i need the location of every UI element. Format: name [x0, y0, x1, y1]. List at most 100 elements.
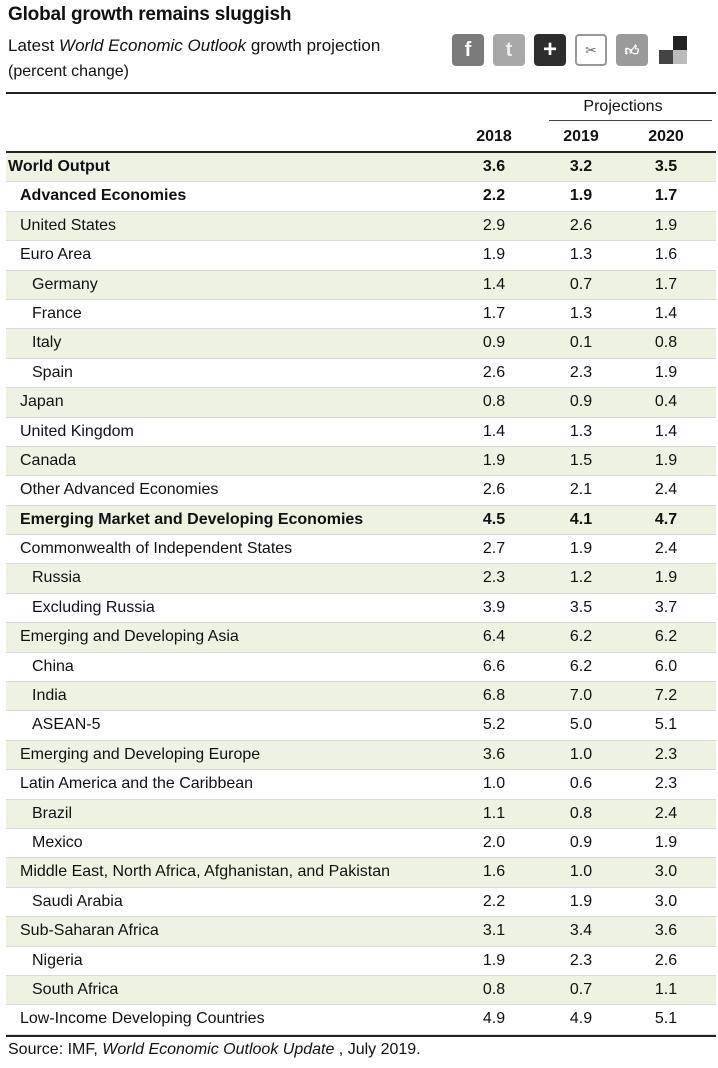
- table-row: Germany 1.4 0.7 1.7: [6, 270, 716, 300]
- row-label: Excluding Russia: [32, 598, 155, 616]
- row-label: Brazil: [32, 804, 73, 822]
- cell-value: 0.9: [569, 833, 593, 851]
- cell-value: 5.0: [569, 716, 593, 734]
- cell-value: 0.8: [482, 393, 506, 411]
- table-row: ASEAN-5 5.2 5.0 5.1: [6, 711, 716, 741]
- cell-value: 1.6: [482, 863, 506, 881]
- cell-value: 1.9: [569, 187, 593, 205]
- table-row: Middle East, North Africa, Afghanistan, …: [6, 858, 716, 888]
- top-rule: [6, 92, 716, 94]
- cell-value: 0.9: [482, 334, 506, 352]
- cell-value: 1.7: [482, 304, 506, 322]
- cell-value: 1.9: [654, 216, 678, 234]
- cell-value: 1.4: [654, 304, 678, 322]
- table-row: Latin America and the Caribbean 1.0 0.6 2.3: [6, 770, 716, 800]
- row-label: Emerging and Developing Asia: [20, 628, 239, 646]
- cell-value: 2.0: [482, 833, 506, 851]
- row-label: Canada: [20, 451, 77, 469]
- cell-value: 0.9: [569, 393, 593, 411]
- cell-value: 3.5: [569, 598, 593, 616]
- units-note: (percent change): [8, 63, 129, 80]
- cell-value: 7.2: [654, 687, 678, 705]
- cell-value: 3.0: [654, 892, 678, 910]
- cell-value: 3.1: [482, 922, 506, 940]
- cell-value: 1.9: [654, 569, 678, 587]
- cell-value: 1.3: [569, 304, 593, 322]
- table-row: India 6.8 7.0 7.2: [6, 682, 716, 712]
- row-label: Advanced Economies: [20, 187, 187, 205]
- table-body: World Output 3.6 3.2 3.5 Advanced Economies 2…: [6, 153, 716, 1035]
- row-label: Middle East, North Africa, Afghanistan, …: [20, 863, 390, 881]
- cell-value: 0.8: [569, 804, 593, 822]
- table-row: South Africa 0.8 0.7 1.1: [6, 975, 716, 1006]
- row-label: Nigeria: [32, 951, 83, 969]
- projections-rule: [549, 120, 712, 121]
- share-toolbar: f t + ✂ 👍︎: [452, 34, 689, 66]
- table-row: United States 2.9 2.6 1.9: [6, 211, 716, 242]
- like-icon[interactable]: 👍︎: [616, 34, 648, 66]
- source-note: Source: IMF, World Economic Outlook Upda…: [8, 1041, 421, 1059]
- cell-value: 3.6: [654, 922, 678, 940]
- cell-value: 0.6: [569, 775, 593, 793]
- delicious-icon[interactable]: [657, 34, 689, 66]
- digg-icon[interactable]: ✂: [575, 34, 607, 66]
- cell-value: 6.6: [482, 657, 506, 675]
- row-label: Emerging and Developing Europe: [20, 745, 261, 763]
- table-row: Advanced Economies 2.2 1.9 1.7: [6, 182, 716, 212]
- cell-value: 1.9: [654, 363, 678, 381]
- plus-icon[interactable]: +: [534, 34, 566, 66]
- cell-value: 6.4: [482, 628, 506, 646]
- row-label: Other Advanced Economies: [20, 481, 219, 499]
- cell-value: 1.7: [654, 275, 678, 293]
- cell-value: 2.1: [569, 481, 593, 499]
- row-label: Commonwealth of Independent States: [20, 540, 293, 558]
- table-row: Emerging and Developing Asia 6.4 6.2 6.2: [6, 623, 716, 653]
- table-row: Excluding Russia 3.9 3.5 3.7: [6, 594, 716, 624]
- cell-value: 0.7: [569, 275, 593, 293]
- row-label: Mexico: [32, 833, 83, 851]
- cell-value: 2.4: [654, 481, 678, 499]
- cell-value: 6.2: [569, 657, 593, 675]
- cell-value: 0.8: [482, 980, 506, 998]
- column-header: 2020: [648, 128, 684, 145]
- cell-value: 3.5: [654, 158, 678, 175]
- table-row: Brazil 1.1 0.8 2.4: [6, 799, 716, 829]
- source-prefix: Source: IMF,: [8, 1041, 103, 1058]
- table-row: Japan 0.8 0.9 0.4: [6, 388, 716, 418]
- row-label: Russia: [32, 569, 81, 587]
- cell-value: 2.4: [654, 540, 678, 558]
- cell-value: 4.7: [654, 510, 678, 528]
- cell-value: 1.5: [569, 451, 593, 469]
- cell-value: 3.6: [482, 158, 506, 175]
- source-italic: World Economic Outlook Update: [102, 1041, 335, 1058]
- row-label: France: [32, 304, 82, 322]
- facebook-icon[interactable]: f: [452, 34, 484, 66]
- cell-value: 1.6: [654, 246, 678, 264]
- cell-value: 1.9: [482, 246, 506, 264]
- table-row: China 6.6 6.2 6.0: [6, 653, 716, 683]
- source-suffix: , July 2019.: [334, 1041, 421, 1058]
- cell-value: 0.1: [569, 334, 593, 352]
- twitter-icon[interactable]: t: [493, 34, 525, 66]
- cell-value: 1.4: [654, 422, 678, 440]
- cell-value: 3.4: [569, 922, 593, 940]
- table-row: Spain 2.6 2.3 1.9: [6, 359, 716, 389]
- cell-value: 1.0: [569, 863, 593, 881]
- cell-value: 2.2: [482, 892, 506, 910]
- table-row: Low-Income Developing Countries 4.9 4.9 5.1: [6, 1005, 716, 1035]
- cell-value: 2.7: [482, 540, 506, 558]
- row-label: Low-Income Developing Countries: [20, 1010, 265, 1028]
- cell-value: 2.9: [482, 216, 506, 234]
- cell-value: 2.6: [482, 363, 506, 381]
- cell-value: 7.0: [569, 687, 593, 705]
- column-header: 2019: [563, 128, 599, 145]
- cell-value: 1.3: [569, 422, 593, 440]
- table-row: World Output 3.6 3.2 3.5: [6, 153, 716, 183]
- row-label: Italy: [32, 334, 62, 352]
- cell-value: 0.7: [569, 980, 593, 998]
- table-row: Canada 1.9 1.5 1.9: [6, 446, 716, 477]
- cell-value: 1.9: [569, 892, 593, 910]
- cell-value: 5.1: [654, 1010, 678, 1028]
- table-header: 2018 2019 2020: [6, 123, 716, 151]
